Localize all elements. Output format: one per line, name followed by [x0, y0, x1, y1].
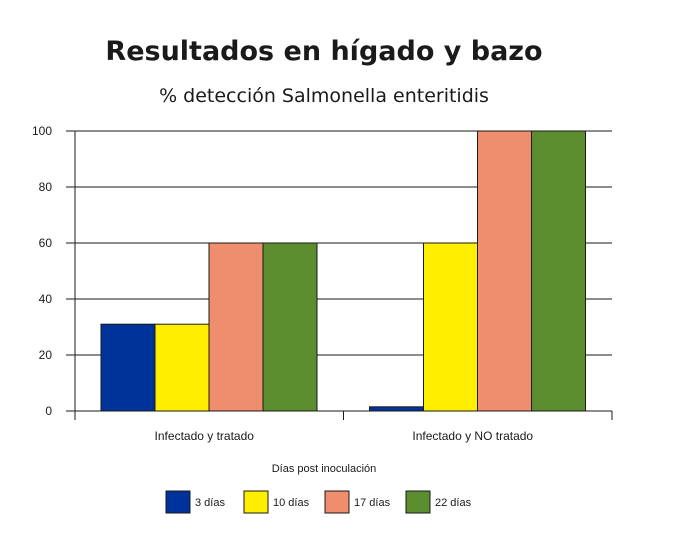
legend-swatch [243, 490, 269, 514]
legend-label: 10 días [273, 497, 310, 509]
bar [154, 323, 210, 412]
y-tick-label: 0 [45, 404, 52, 418]
bar [100, 323, 156, 412]
legend-swatch [324, 490, 350, 514]
legend-swatch [165, 490, 191, 514]
x-category-label: Infectado y NO tratado [412, 429, 533, 443]
bar [369, 406, 424, 412]
chart-subtitle: % detección Salmonella enteritidis [159, 85, 489, 107]
y-tick-label: 100 [32, 124, 52, 138]
legend-label: 22 días [435, 497, 472, 509]
bar [477, 130, 532, 412]
category-labels: Infectado y tratado Infectado y NO tratad… [155, 429, 534, 443]
bar [262, 242, 318, 412]
bar [208, 242, 264, 412]
axes: 0 20 40 60 80 100 [32, 124, 613, 420]
bar [423, 242, 478, 412]
legend-label: 3 días [195, 497, 225, 509]
bars [100, 130, 586, 412]
x-axis-label: Días post inoculación [272, 463, 377, 475]
y-tick-label: 60 [39, 236, 53, 250]
legend-swatch [405, 490, 431, 514]
bar [531, 130, 586, 412]
y-tick-label: 40 [39, 292, 53, 306]
y-tick-label: 20 [39, 348, 53, 362]
legend: 3 días 10 días 17 días 22 días [165, 490, 472, 514]
legend-label: 17 días [354, 497, 391, 509]
y-tick-label: 80 [39, 180, 53, 194]
chart-title: Resultados en hígado y bazo [105, 36, 542, 67]
x-category-label: Infectado y tratado [155, 429, 255, 443]
